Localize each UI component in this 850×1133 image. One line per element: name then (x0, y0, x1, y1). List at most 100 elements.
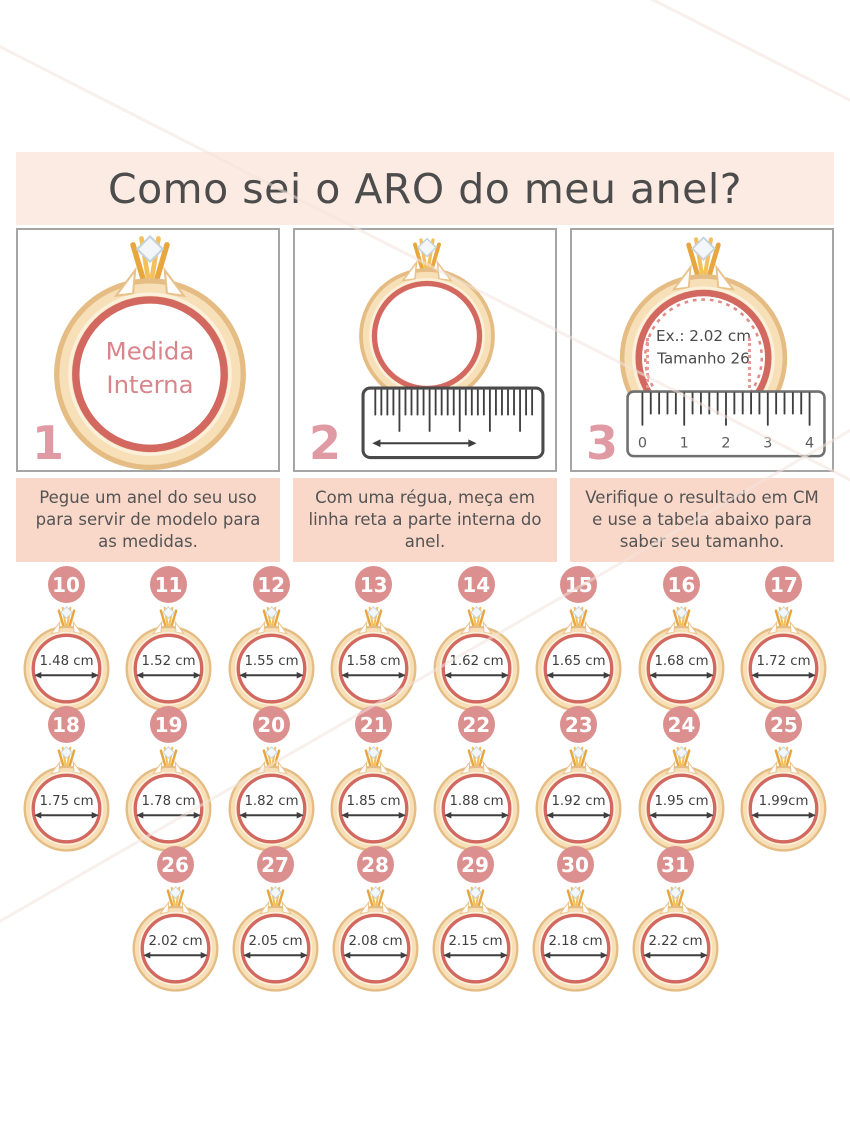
size-badge: 22 (457, 706, 495, 743)
ring-size-item: 21 1.85 cm (324, 706, 424, 853)
ring-icon: 1.99cm (740, 745, 828, 853)
size-measure: 1.62 cm (449, 654, 503, 669)
example-size-label: Tamanho 26 (656, 349, 750, 367)
ring-size-item: 17 1.72 cm (734, 566, 834, 713)
size-measure: 2.15 cm (448, 934, 502, 949)
sizes-row-1: 10 1.48 cm 11 1.52 cm 12 1.55 cm (0, 566, 850, 713)
step-caption-3: Verifique o resultado em CM e use a tabe… (570, 478, 834, 562)
size-badge: 23 (560, 706, 598, 743)
dotted-guide-left (646, 338, 649, 394)
ring-size-item: 27 2.05 cm (225, 846, 325, 993)
ring-size-item: 31 2.22 cm (625, 846, 725, 993)
ring-size-item: 22 1.88 cm (426, 706, 526, 853)
title-banner: Como sei o ARO do meu anel? (16, 152, 834, 225)
size-measure: 1.55 cm (244, 654, 298, 669)
size-measure: 1.92 cm (552, 794, 606, 809)
size-badge: 10 (47, 566, 85, 603)
step-number-1: 1 (32, 416, 65, 470)
ring-icon: 2.05 cm (231, 885, 319, 993)
ring-icon: 1.72 cm (740, 605, 828, 713)
ring-icon: 2.08 cm (331, 885, 419, 993)
size-measure: 1.52 cm (142, 654, 196, 669)
steps-row: Medida Interna 1 2 (16, 228, 834, 472)
ring-inner-label-line2: Interna (106, 370, 193, 399)
numbered-ruler-icon: 0 1 2 3 4 (626, 390, 826, 458)
size-measure: 1.72 cm (757, 654, 811, 669)
ring-size-item: 13 1.58 cm (324, 566, 424, 713)
ring-icon: 2.02 cm (131, 885, 219, 993)
size-measure: 1.48 cm (39, 654, 93, 669)
ring-size-item: 30 2.18 cm (525, 846, 625, 993)
ring-icon: 2.15 cm (431, 885, 519, 993)
ring-size-item: 11 1.52 cm (119, 566, 219, 713)
ring-size-item: 12 1.55 cm (221, 566, 321, 713)
size-measure: 1.78 cm (142, 794, 196, 809)
size-measure: 2.08 cm (348, 934, 402, 949)
size-badge: 17 (765, 566, 803, 603)
sizes-row-3: 26 2.02 cm 27 2.05 cm 28 2.08 cm (0, 846, 850, 993)
ring-icon: 1.62 cm (432, 605, 520, 713)
ring-size-item: 15 1.65 cm (529, 566, 629, 713)
step-number-3: 3 (586, 416, 619, 470)
ruler-number: 4 (805, 435, 814, 451)
ring-icon: 1.85 cm (330, 745, 418, 853)
caption-text: Pegue um anel do seu uso para servir de … (35, 488, 261, 551)
ring-icon: 1.68 cm (637, 605, 725, 713)
size-badge: 26 (156, 846, 194, 883)
size-measure: 1.99cm (759, 794, 809, 809)
ring-icon: 2.22 cm (631, 885, 719, 993)
ring-size-item: 24 1.95 cm (631, 706, 731, 853)
size-badge: 11 (150, 566, 188, 603)
size-measure: 1.82 cm (244, 794, 298, 809)
size-badge: 14 (457, 566, 495, 603)
size-badge: 28 (356, 846, 394, 883)
size-measure: 1.68 cm (654, 654, 708, 669)
size-badge: 24 (662, 706, 700, 743)
size-badge: 12 (252, 566, 290, 603)
size-measure: 1.85 cm (347, 794, 401, 809)
step-caption-2: Com uma régua, meça em linha reta a part… (293, 478, 557, 562)
size-badge: 15 (560, 566, 598, 603)
ring-inner-label-line1: Medida (106, 336, 195, 365)
size-badge: 19 (150, 706, 188, 743)
ring-size-item: 18 1.75 cm (16, 706, 116, 853)
ring-size-item: 20 1.82 cm (221, 706, 321, 853)
size-badge: 20 (252, 706, 290, 743)
ring-size-item: 16 1.68 cm (631, 566, 731, 713)
size-measure: 2.05 cm (248, 934, 302, 949)
size-badge: 21 (355, 706, 393, 743)
step-box-3: Ex.: 2.02 cm Tamanho 26 0 1 2 3 4 3 (570, 228, 834, 472)
size-measure: 2.02 cm (148, 934, 202, 949)
size-measure: 2.18 cm (548, 934, 602, 949)
size-badge: 29 (456, 846, 494, 883)
step-box-1: Medida Interna 1 (16, 228, 280, 472)
ring-size-item: 23 1.92 cm (529, 706, 629, 853)
step-box-2: 2 (293, 228, 557, 472)
ring-icon: 1.88 cm (432, 745, 520, 853)
size-measure: 1.65 cm (552, 654, 606, 669)
ring-icon: 1.48 cm (22, 605, 110, 713)
ring-illustration-small (352, 234, 502, 405)
page-title: Como sei o ARO do meu anel? (107, 164, 743, 213)
ring-icon: 1.95 cm (637, 745, 725, 853)
dotted-guide-right (748, 338, 751, 394)
ring-size-item: 26 2.02 cm (125, 846, 225, 993)
ring-icon: 1.92 cm (535, 745, 623, 853)
ring-icon: 1.65 cm (535, 605, 623, 713)
ring-icon: 1.58 cm (330, 605, 418, 713)
size-badge: 13 (355, 566, 393, 603)
example-measure-label: Ex.: 2.02 cm (656, 327, 751, 345)
step-caption-1: Pegue um anel do seu uso para servir de … (16, 478, 280, 562)
caption-text: Verifique o resultado em CM e use a tabe… (585, 488, 819, 551)
size-measure: 1.75 cm (39, 794, 93, 809)
ring-size-item: 28 2.08 cm (325, 846, 425, 993)
ring-icon: 1.75 cm (22, 745, 110, 853)
ring-icon: 1.78 cm (125, 745, 213, 853)
ring-icon: 1.52 cm (125, 605, 213, 713)
ring-illustration-measure: Medida Interna (44, 230, 256, 472)
ring-icon: 2.18 cm (531, 885, 619, 993)
ruler-number: 0 (638, 435, 647, 451)
size-measure: 1.95 cm (654, 794, 708, 809)
ruler-number: 2 (721, 435, 730, 451)
